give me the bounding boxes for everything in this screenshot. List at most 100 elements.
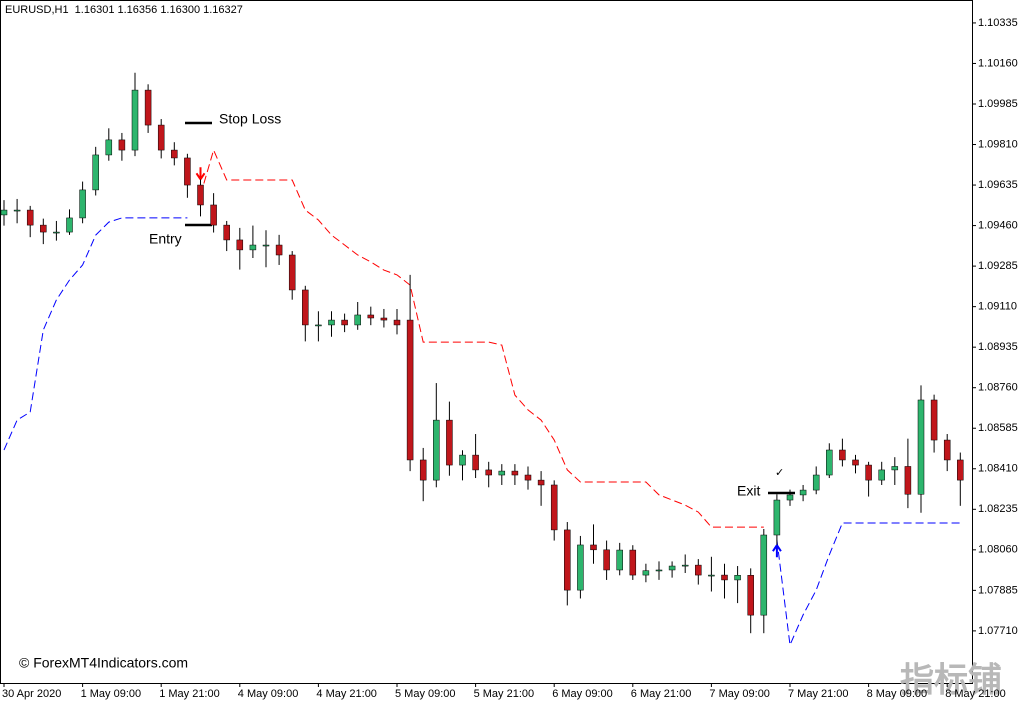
candle-body: [249, 244, 257, 251]
candle-body: [590, 544, 597, 551]
candle-body: [223, 224, 230, 241]
candle-body: [773, 499, 781, 536]
candle-body: [406, 319, 414, 461]
candle-body: [734, 575, 741, 581]
candle-body: [629, 549, 637, 576]
candle-body: [40, 224, 47, 233]
candle-body: [341, 319, 348, 326]
candle-body: [131, 89, 139, 151]
x-tick-label: 6 May 09:00: [552, 688, 613, 700]
x-tick-label: 1 May 21:00: [159, 688, 220, 700]
y-tick-label: 1.08235: [978, 503, 1018, 515]
y-tick-label: 1.08760: [978, 382, 1018, 394]
chart-title: EURUSD,H1 1.16301 1.16356 1.16300 1.1632…: [5, 4, 243, 16]
candle-body: [66, 217, 73, 233]
candle-body: [184, 157, 191, 186]
y-tick-label: 1.09635: [978, 179, 1018, 191]
y-tick-label: 1.10160: [978, 57, 1018, 69]
candle-body: [197, 184, 204, 206]
y-tick-label: 1.08060: [978, 544, 1018, 556]
x-tick-label: 8 May 09:00: [867, 688, 928, 700]
check-mark: ✓: [775, 467, 784, 479]
candle-body: [105, 139, 113, 156]
x-tick-label: 30 Apr 2020: [2, 688, 61, 700]
candle-body: [236, 239, 244, 251]
candle-body: [79, 189, 86, 219]
candle-body: [891, 466, 899, 471]
candle-body: [524, 474, 532, 481]
candle-body: [472, 454, 479, 471]
candle-body: [708, 574, 715, 577]
candle-body: [878, 469, 885, 481]
candle-body: [144, 89, 152, 126]
x-tick-label: 5 May 09:00: [395, 688, 456, 700]
candle-body: [655, 569, 663, 572]
candle-body: [393, 319, 401, 326]
candle-body: [943, 439, 951, 461]
candle-body: [367, 314, 375, 319]
signal-arrow: [772, 544, 782, 558]
candle-body: [210, 204, 217, 226]
x-tick-label: 4 May 21:00: [316, 688, 377, 700]
y-tick-label: 1.07710: [978, 625, 1018, 637]
y-tick-label: 1.08935: [978, 341, 1018, 353]
y-tick-label: 1.09110: [978, 301, 1017, 313]
candle-body: [498, 470, 506, 476]
candle-body: [118, 139, 126, 151]
watermark: 指标铺: [900, 661, 1002, 701]
x-tick-label: 8 May 21:00: [945, 688, 1006, 700]
x-tick-label: 1 May 09:00: [81, 688, 142, 700]
x-tick-label: 7 May 21:00: [788, 688, 849, 700]
candle-body: [354, 314, 361, 326]
y-tick-label: 1.09285: [978, 260, 1018, 272]
candle-body: [839, 449, 846, 461]
candle-body: [760, 534, 768, 616]
candle-body: [485, 469, 492, 476]
x-tick-label: 5 May 21:00: [474, 688, 535, 700]
candle-body: [13, 209, 21, 212]
stop-line: [3, 217, 961, 647]
candle-body: [799, 489, 807, 496]
stop-line: [200, 148, 764, 528]
candle-body: [695, 564, 702, 576]
candle-body: [446, 419, 453, 466]
candle-body: [302, 289, 309, 326]
candle-body: [511, 470, 519, 476]
candle-body: [288, 254, 296, 291]
candle-body: [642, 570, 650, 576]
candle-body: [826, 449, 833, 476]
exit-label: Exit: [737, 483, 760, 499]
candle-body: [917, 399, 925, 495]
candle-body: [537, 479, 545, 486]
y-tick-label: 1.10335: [978, 17, 1018, 29]
candle-body: [380, 317, 388, 321]
candle-body: [668, 565, 676, 571]
x-tick-label: 7 May 09:00: [709, 688, 770, 700]
candle-body: [603, 549, 610, 571]
candle-body: [53, 231, 60, 234]
candle-body: [328, 319, 335, 326]
candle-body: [26, 209, 34, 226]
x-tick-label: 4 May 09:00: [238, 688, 299, 700]
candle-body: [0, 209, 8, 216]
candle-body: [786, 494, 794, 501]
candle-body: [577, 544, 584, 591]
candle-body: [157, 124, 165, 151]
candle-body: [550, 484, 558, 531]
y-tick-label: 1.08410: [978, 463, 1018, 475]
candle-body: [865, 464, 872, 481]
candle-body: [721, 574, 728, 581]
entry-label: Entry: [149, 231, 182, 247]
x-tick-label: 6 May 21:00: [631, 688, 692, 700]
candle-body: [275, 244, 283, 256]
candle-body: [904, 466, 912, 495]
candle-body: [433, 419, 440, 481]
candle-body: [957, 459, 964, 481]
y-tick-label: 1.07885: [978, 584, 1018, 596]
candle-body: [459, 454, 466, 466]
candle-body: [171, 149, 178, 159]
candle-body: [564, 529, 571, 591]
y-tick-label: 1.09460: [978, 219, 1018, 231]
candle-body: [92, 154, 99, 191]
